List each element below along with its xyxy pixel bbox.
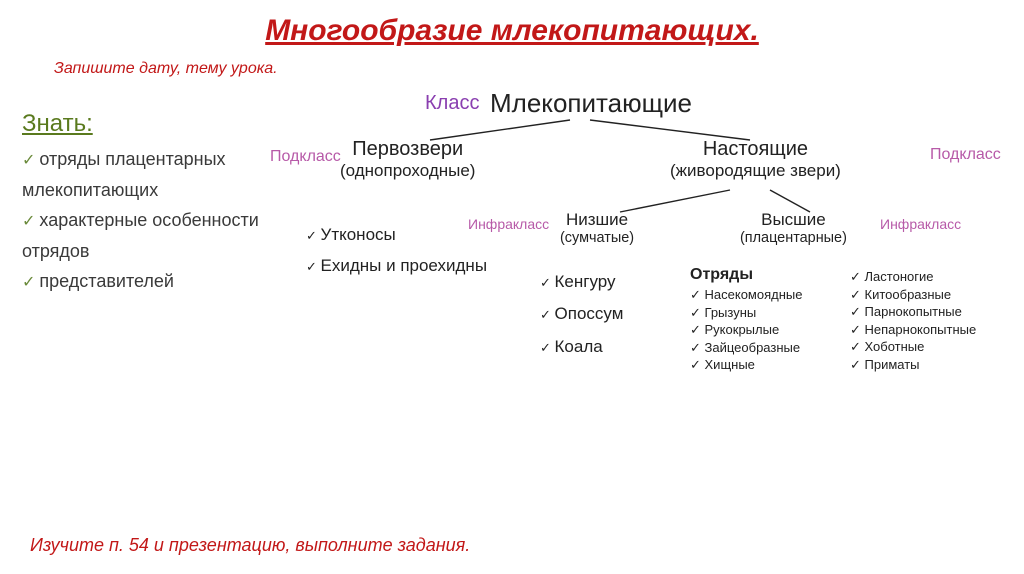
orders-heading: Отряды [690,266,753,284]
subclass-left: Первозвери (однопроходные) [340,138,475,181]
list-item: Опоссум [540,298,623,330]
list-item: Насекомоядные [690,286,802,304]
monotremes-list: УтконосыЕхидны и проехидны [306,220,487,281]
subclass-left-name: Первозвери [340,138,475,161]
infraclass-right-note: (плацентарные) [740,230,847,246]
list-item: Хоботные [850,338,976,356]
know-item: представителей [22,266,262,297]
list-item: Коала [540,331,623,363]
class-value: Млекопитающие [490,88,692,119]
list-item: Приматы [850,356,976,374]
footer-text: Изучите п. 54 и презентацию, выполните з… [30,535,470,556]
list-item: Утконосы [306,220,487,251]
know-item: отряды плацентарных млекопитающих [22,144,262,205]
know-heading: Знать: [22,110,262,138]
infraclass-right: Высшие (плацентарные) [740,210,847,246]
taxonomy-diagram: Класс Млекопитающие Подкласс Подкласс Пе… [270,88,1014,408]
list-item: Рукокрылые [690,321,802,339]
orders-column-2: ЛастоногиеКитообразныеПарнокопытныеНепар… [850,268,976,373]
orders-column-1: НасекомоядныеГрызуныРукокрылыеЗайцеобраз… [690,286,802,374]
subclass-right: Настоящие (живородящие звери) [670,138,841,181]
list-item: Хищные [690,356,802,374]
infraclass-label-right: Инфракласс [880,216,961,232]
list-item: Ластоногие [850,268,976,286]
list-item: Непарнокопытные [850,321,976,339]
infraclass-left-note: (сумчатые) [560,230,634,246]
infraclass-left-name: Низшие [560,210,634,230]
list-item: Ехидны и проехидны [306,251,487,282]
page-title: Многообразие млекопитающих. [0,0,1024,48]
list-item: Грызуны [690,304,802,322]
list-item: Китообразные [850,286,976,304]
know-sidebar: Знать: отряды плацентарных млекопитающих… [22,110,262,297]
marsupials-list: КенгуруОпоссумКоала [540,266,623,363]
subclass-right-note: (живородящие звери) [670,161,841,181]
subclass-left-note: (однопроходные) [340,161,475,181]
know-item: характерные особенности отрядов [22,205,262,266]
instruction-text: Запишите дату, тему урока. [54,60,1024,78]
list-item: Парнокопытные [850,303,976,321]
list-item: Кенгуру [540,266,623,298]
list-item: Зайцеобразные [690,339,802,357]
know-list: отряды плацентарных млекопитающиххаракте… [22,144,262,297]
subclass-right-name: Настоящие [670,138,841,161]
infraclass-left: Низшие (сумчатые) [560,210,634,246]
subclass-label-right: Подкласс [930,146,1001,164]
class-label: Класс [425,92,479,115]
subclass-label-left: Подкласс [270,148,341,166]
infraclass-right-name: Высшие [740,210,847,230]
